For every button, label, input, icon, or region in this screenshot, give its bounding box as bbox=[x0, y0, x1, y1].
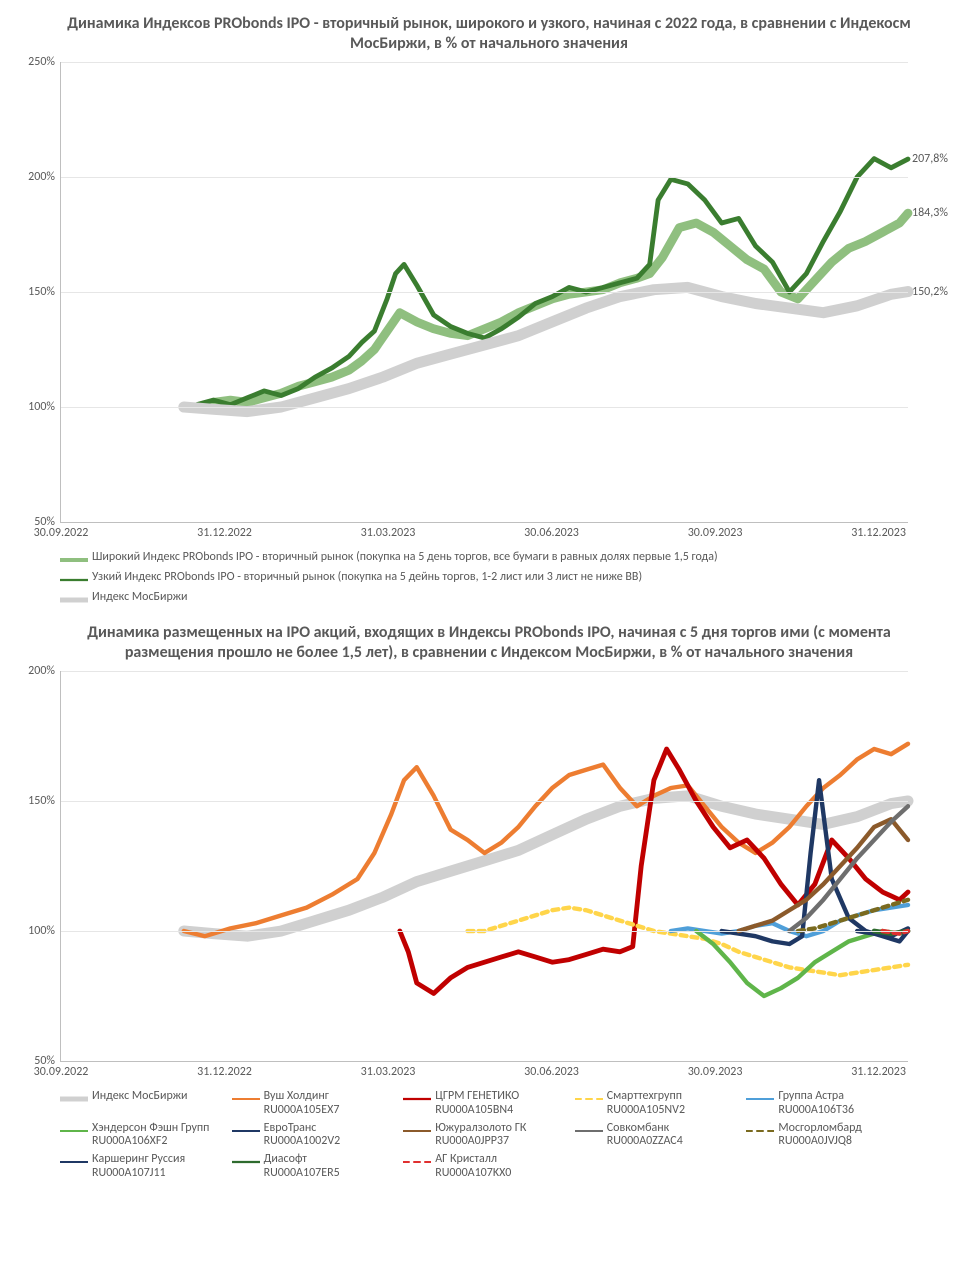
legend-item: СмарттехгруппRU000A105NV2 bbox=[575, 1088, 747, 1120]
legend-label: Каршеринг РуссияRU000A107J11 bbox=[92, 1153, 185, 1181]
gridline bbox=[61, 407, 908, 408]
legend-label: Вуш ХолдингRU000A105EX7 bbox=[264, 1090, 340, 1118]
x-axis-label: 31.12.2022 bbox=[197, 1061, 252, 1079]
y-axis-label: 100% bbox=[28, 924, 61, 938]
legend-swatch bbox=[60, 593, 88, 607]
series-line bbox=[739, 819, 908, 931]
gridline bbox=[61, 801, 908, 802]
x-axis-label: 30.09.2023 bbox=[688, 1061, 743, 1079]
legend-swatch bbox=[232, 1092, 260, 1106]
legend-swatch bbox=[746, 1092, 774, 1106]
x-axis-label: 30.09.2022 bbox=[34, 522, 89, 540]
legend-label: ЕвроТрансRU000A1002V2 bbox=[264, 1122, 341, 1150]
series-line bbox=[798, 900, 908, 931]
legend-item: ЕвроТрансRU000A1002V2 bbox=[232, 1120, 404, 1152]
x-axis-label: 30.06.2023 bbox=[524, 1061, 579, 1079]
x-axis-label: 30.06.2023 bbox=[524, 522, 579, 540]
legend-item: Индекс МосБиржи bbox=[60, 589, 918, 609]
x-axis-label: 30.09.2023 bbox=[688, 522, 743, 540]
legend-item: МосгорломбардRU000A0JVJQ8 bbox=[746, 1120, 918, 1152]
legend-item: Южуралзолото ГКRU000A0JPP37 bbox=[403, 1120, 575, 1152]
y-axis-label: 150% bbox=[28, 794, 61, 808]
legend-item: ДиасофтRU000A107ER5 bbox=[232, 1151, 404, 1183]
legend-swatch bbox=[403, 1155, 431, 1169]
legend-item: Вуш ХолдингRU000A105EX7 bbox=[232, 1088, 404, 1120]
legend-label: СовкомбанкRU000A0ZZAC4 bbox=[607, 1122, 683, 1150]
chart-2-title: Динамика размещенных на IPO акций, входя… bbox=[10, 619, 968, 671]
series-end-label: 150,2% bbox=[908, 285, 948, 299]
x-axis-label: 30.09.2022 bbox=[34, 1061, 89, 1079]
gridline bbox=[61, 671, 908, 672]
legend-label: Узкий Индекс PRObonds IPO - вторичный ры… bbox=[92, 571, 642, 585]
chart-1: Динамика Индексов PRObonds IPO - вторичн… bbox=[10, 10, 968, 609]
chart-2: Динамика размещенных на IPO акций, входя… bbox=[10, 619, 968, 1183]
series-end-label: 184,3% bbox=[908, 206, 948, 220]
legend-label: СмарттехгруппRU000A105NV2 bbox=[607, 1090, 685, 1118]
y-axis-label: 200% bbox=[28, 664, 61, 678]
legend-label: Индекс МосБиржи bbox=[92, 1090, 188, 1104]
series-end-label: 207,8% bbox=[908, 152, 948, 166]
chart-2-plot-area: 50%100%150%200%30.09.202231.12.202231.03… bbox=[60, 671, 908, 1062]
x-axis-label: 31.12.2022 bbox=[197, 522, 252, 540]
chart-1-plot-area: 50%100%150%200%250%30.09.202231.12.20223… bbox=[60, 62, 908, 523]
legend-item: ЦГРМ ГЕНЕТИКОRU000A105BN4 bbox=[403, 1088, 575, 1120]
legend-swatch bbox=[575, 1092, 603, 1106]
legend-label: ДиасофтRU000A107ER5 bbox=[264, 1153, 340, 1181]
chart-1-title: Динамика Индексов PRObonds IPO - вторичн… bbox=[10, 10, 968, 62]
legend-item: Широкий Индекс PRObonds IPO - вторичный … bbox=[60, 549, 918, 569]
x-axis-label: 31.12.2023 bbox=[851, 1061, 906, 1079]
legend-swatch bbox=[232, 1124, 260, 1138]
legend-item: АГ КристаллRU000A107KX0 bbox=[403, 1151, 575, 1183]
legend-swatch bbox=[60, 553, 88, 567]
y-axis-label: 150% bbox=[28, 285, 61, 299]
legend-item: Хэндерсон Фэшн ГруппRU000A106XF2 bbox=[60, 1120, 232, 1152]
y-axis-label: 200% bbox=[28, 170, 61, 184]
legend-label: АГ КристаллRU000A107KX0 bbox=[435, 1153, 511, 1181]
chart-2-legend: Индекс МосБиржи Вуш ХолдингRU000A105EX7 ЦГ… bbox=[10, 1088, 968, 1183]
legend-label: МосгорломбардRU000A0JVJQ8 bbox=[778, 1122, 861, 1150]
series-line bbox=[468, 908, 908, 976]
legend-swatch bbox=[60, 1092, 88, 1106]
x-axis-label: 31.12.2023 bbox=[851, 522, 906, 540]
legend-swatch bbox=[403, 1124, 431, 1138]
legend-label: Индекс МосБиржи bbox=[92, 591, 188, 605]
legend-item: Узкий Индекс PRObonds IPO - вторичный ры… bbox=[60, 569, 918, 589]
legend-swatch bbox=[60, 573, 88, 587]
series-line bbox=[184, 159, 908, 407]
legend-label: Южуралзолото ГКRU000A0JPP37 bbox=[435, 1122, 526, 1150]
legend-label: Широкий Индекс PRObonds IPO - вторичный … bbox=[92, 551, 718, 565]
legend-item: СовкомбанкRU000A0ZZAC4 bbox=[575, 1120, 747, 1152]
gridline bbox=[61, 292, 908, 293]
gridline bbox=[61, 62, 908, 63]
legend-item: Каршеринг РуссияRU000A107J11 bbox=[60, 1151, 232, 1183]
chart-1-legend: Широкий Индекс PRObonds IPO - вторичный … bbox=[10, 549, 968, 609]
legend-swatch bbox=[60, 1155, 88, 1169]
legend-item: Группа АстраRU000A106T36 bbox=[746, 1088, 918, 1120]
x-axis-label: 31.03.2023 bbox=[361, 1061, 416, 1079]
x-axis-label: 31.03.2023 bbox=[361, 522, 416, 540]
gridline bbox=[61, 931, 908, 932]
legend-swatch bbox=[403, 1092, 431, 1106]
gridline bbox=[61, 177, 908, 178]
y-axis-label: 100% bbox=[28, 400, 61, 414]
legend-label: Хэндерсон Фэшн ГруппRU000A106XF2 bbox=[92, 1122, 209, 1150]
legend-item: Индекс МосБиржи bbox=[60, 1088, 232, 1120]
legend-swatch bbox=[60, 1124, 88, 1138]
series-line bbox=[696, 931, 908, 996]
legend-swatch bbox=[746, 1124, 774, 1138]
legend-label: Группа АстраRU000A106T36 bbox=[778, 1090, 854, 1118]
legend-label: ЦГРМ ГЕНЕТИКОRU000A105BN4 bbox=[435, 1090, 519, 1118]
legend-swatch bbox=[232, 1155, 260, 1169]
legend-swatch bbox=[575, 1124, 603, 1138]
y-axis-label: 250% bbox=[28, 55, 61, 69]
